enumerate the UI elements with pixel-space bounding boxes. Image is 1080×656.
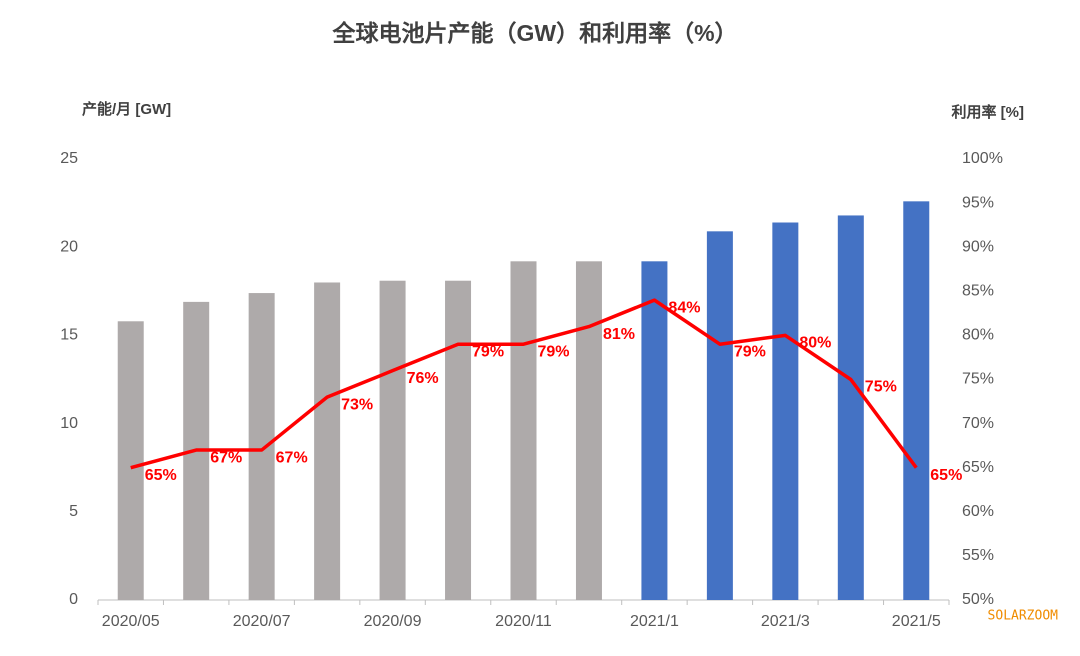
- data-label: 79%: [734, 343, 766, 360]
- watermark: SOLARZOOM: [988, 609, 1059, 624]
- bar: [641, 261, 668, 600]
- y2-tick-label: 75%: [962, 371, 994, 388]
- y2-tick-label: 85%: [962, 283, 994, 300]
- data-label: 67%: [210, 449, 242, 466]
- bar: [772, 222, 799, 600]
- data-label: 80%: [799, 335, 831, 352]
- y2-tick-label: 90%: [962, 238, 994, 255]
- y-tick-label: 0: [69, 591, 78, 608]
- bar: [903, 201, 930, 600]
- x-tick-label: 2021/3: [761, 613, 810, 630]
- y-axis-title: 产能/月 [GW]: [82, 100, 171, 118]
- y2-tick-label: 50%: [962, 591, 994, 608]
- y2-axis-title: 利用率 [%]: [952, 103, 1025, 121]
- x-tick-label: 2020/09: [364, 613, 422, 630]
- bar: [445, 280, 472, 600]
- data-label: 76%: [407, 370, 439, 387]
- bar: [510, 261, 537, 600]
- y-tick-label: 20: [60, 238, 78, 255]
- y2-tick-label: 80%: [962, 327, 994, 344]
- bar: [837, 215, 864, 600]
- data-label: 75%: [865, 379, 897, 396]
- data-label: 79%: [538, 343, 570, 360]
- data-label: 65%: [930, 467, 962, 484]
- bar: [706, 231, 733, 600]
- y-tick-label: 10: [60, 415, 78, 432]
- data-label: 79%: [472, 343, 504, 360]
- x-tick-label: 2021/1: [630, 613, 679, 630]
- data-label: 84%: [668, 299, 700, 316]
- bar: [314, 282, 341, 600]
- x-tick-label: 2020/07: [233, 613, 291, 630]
- x-tick-label: 2020/11: [495, 613, 552, 630]
- y-tick-label: 5: [69, 503, 78, 520]
- bar: [379, 280, 406, 600]
- x-tick-label: 2020/05: [102, 613, 160, 630]
- y-tick-label: 15: [60, 327, 78, 344]
- data-label: 65%: [145, 467, 177, 484]
- x-tick-label: 2021/5: [892, 613, 941, 630]
- y2-tick-label: 60%: [962, 503, 994, 520]
- y-tick-label: 25: [60, 150, 78, 167]
- bar: [575, 261, 602, 600]
- bar: [117, 321, 144, 600]
- y2-tick-label: 100%: [962, 150, 1003, 167]
- data-label: 67%: [276, 449, 308, 466]
- y2-tick-label: 65%: [962, 459, 994, 476]
- data-label: 73%: [341, 396, 373, 413]
- data-label: 81%: [603, 326, 635, 343]
- chart-title: 全球电池片产能（GW）和利用率（%）: [331, 20, 737, 46]
- y2-tick-label: 95%: [962, 194, 994, 211]
- y2-tick-label: 70%: [962, 415, 994, 432]
- y2-tick-label: 55%: [962, 547, 994, 564]
- bar: [248, 293, 275, 600]
- line: [130, 298, 918, 470]
